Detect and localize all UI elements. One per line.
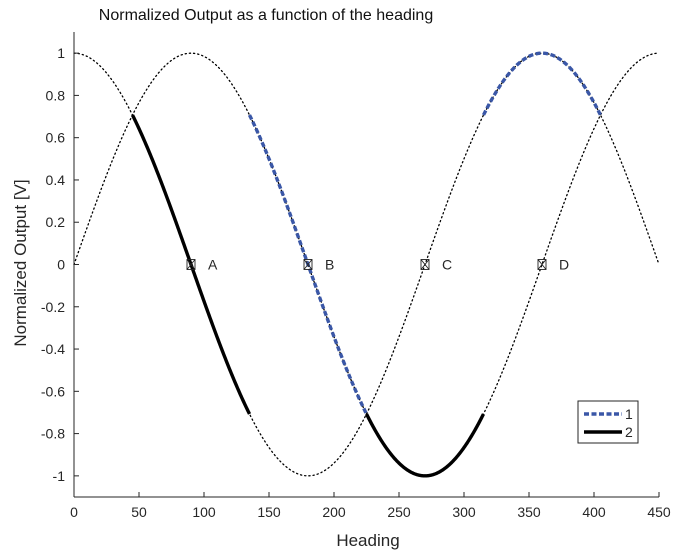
annotation-marker-C	[420, 259, 430, 270]
legend: 12	[577, 400, 639, 444]
x-tick-label: 250	[387, 504, 411, 520]
x-tick-label: 350	[517, 504, 541, 520]
y-tick-label: 0.6	[46, 130, 66, 146]
x-tick-label: 50	[131, 504, 147, 520]
annotation-label-C: C	[442, 257, 452, 273]
x-axis-label: Heading	[336, 531, 399, 550]
y-tick-label: -0.6	[41, 383, 65, 399]
data-series	[130, 51, 603, 478]
annotation-cross	[303, 259, 313, 270]
x-tick-label: 450	[647, 504, 671, 520]
annotation-label-D: D	[559, 257, 569, 273]
annotation-marker-D	[537, 259, 547, 270]
annotation-box	[537, 259, 547, 270]
y-tick-label: 0	[57, 257, 65, 273]
annotation-marker-A	[186, 259, 196, 270]
y-tick-label: -0.4	[41, 341, 65, 357]
annotation-box	[303, 259, 313, 270]
annotation-label-B: B	[325, 257, 334, 273]
y-tick-label: -0.2	[41, 299, 65, 315]
y-tick-label: 1	[57, 45, 65, 61]
y-tick-label: -1	[53, 468, 66, 484]
y-tick-label: -0.8	[41, 426, 65, 442]
y-axis-label: Normalized Output [V]	[11, 179, 30, 346]
chart-title: Normalized Output as a function of the h…	[99, 7, 433, 24]
annotation-label-A: A	[208, 257, 218, 273]
point-annotations: A B C D	[186, 257, 569, 273]
x-tick-label: 150	[257, 504, 281, 520]
axes: 0 50 100 150 200 250 300 350 400 450 -1 -0.8 -0.6 -0.…	[41, 32, 671, 520]
series-1-segment-2	[481, 51, 603, 116]
x-tick-label: 200	[322, 504, 346, 520]
y-tick-label: 0.8	[46, 87, 66, 103]
y-tick-label: 0.4	[46, 172, 66, 188]
annotation-marker-B	[303, 259, 313, 270]
annotation-cross	[186, 259, 196, 270]
x-tick-label: 100	[192, 504, 216, 520]
x-tick-label: 0	[70, 504, 78, 520]
annotation-box	[420, 259, 430, 270]
legend-box	[577, 400, 639, 444]
annotation-cross	[420, 259, 430, 270]
legend-label-2: 2	[625, 424, 633, 440]
series-2-segment-2	[364, 413, 486, 478]
x-tick-label: 300	[452, 504, 476, 520]
x-tick-label: 400	[582, 504, 606, 520]
y-tick-label: 0.2	[46, 214, 66, 230]
annotation-cross	[537, 259, 547, 270]
legend-label-1: 1	[625, 406, 633, 422]
annotation-box	[186, 259, 196, 270]
